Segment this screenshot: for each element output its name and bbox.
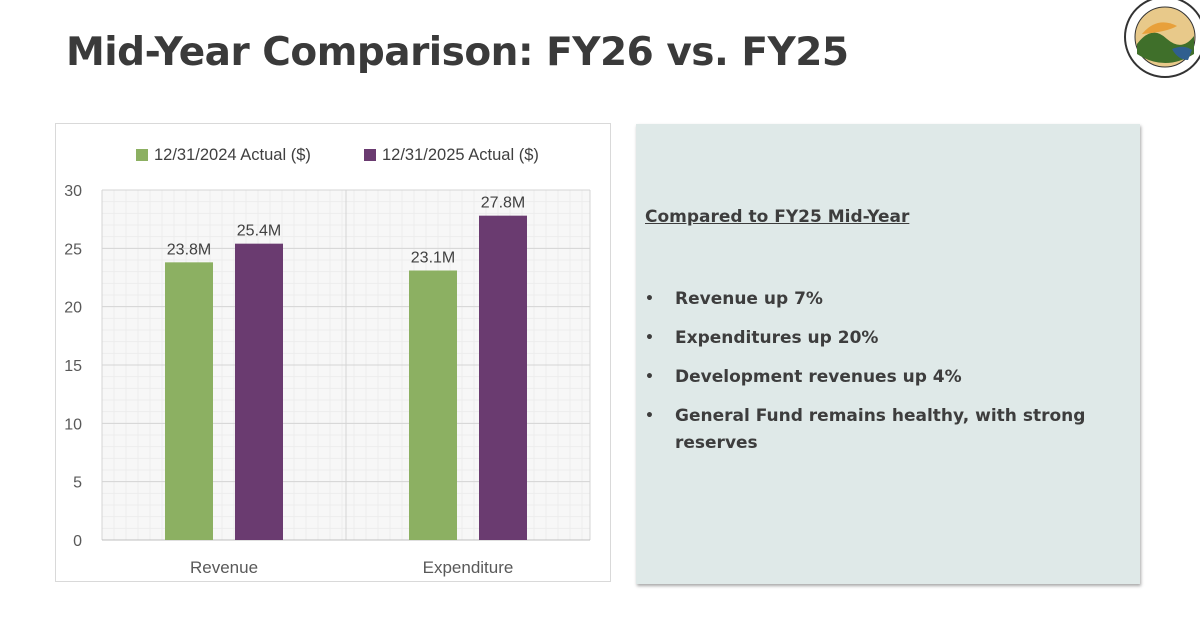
y-tick-label: 10 — [64, 416, 82, 433]
y-tick-label: 0 — [73, 533, 82, 550]
bullet-expenditures: • Expenditures up 20% — [645, 325, 1115, 352]
legend-label: 12/31/2025 Actual ($) — [382, 146, 539, 164]
legend-swatch — [364, 149, 376, 161]
bullet-text: Expenditures up 20% — [675, 328, 879, 348]
slide-title: Mid-Year Comparison: FY26 vs. FY25 — [66, 30, 849, 75]
bar — [479, 215, 527, 540]
bullet-development: • Development revenues up 4% — [645, 364, 1115, 391]
bar — [235, 243, 283, 540]
bullet-text: Revenue up 7% — [675, 289, 823, 309]
y-tick-label: 20 — [64, 300, 82, 317]
x-tick-label: Expenditure — [423, 558, 514, 577]
bullet-dot-icon: • — [645, 369, 654, 385]
bullet-dot-icon: • — [645, 408, 654, 424]
summary-bullets: • Revenue up 7% • Expenditures up 20% • Dev… — [645, 286, 1115, 469]
bullet-revenue: • Revenue up 7% — [645, 286, 1115, 313]
city-seal-icon — [1124, 0, 1200, 78]
bullet-dot-icon: • — [645, 291, 654, 307]
bullet-text: Development revenues up 4% — [675, 367, 962, 387]
data-label: 23.1M — [411, 250, 455, 267]
bar — [165, 262, 213, 540]
y-tick-label: 5 — [73, 475, 82, 492]
legend-label: 12/31/2024 Actual ($) — [154, 146, 311, 164]
bar-chart-svg: 0 5 10 15 20 25 30 23.8M 25.4M Revenue 23.1M 27.8M E… — [64, 146, 591, 577]
bar-chart: 0 5 10 15 20 25 30 23.8M 25.4M Revenue 23.1M 27.8M E… — [55, 123, 611, 582]
bullet-general-fund: • General Fund remains healthy, with stro… — [645, 403, 1115, 457]
y-tick-label: 30 — [64, 183, 82, 200]
y-tick-label: 25 — [64, 241, 82, 258]
panel-heading: Compared to FY25 Mid-Year — [645, 207, 910, 227]
bullet-text: General Fund remains healthy, with stron… — [675, 406, 1086, 453]
x-tick-label: Revenue — [190, 558, 258, 577]
legend-swatch — [136, 149, 148, 161]
y-tick-label: 15 — [64, 358, 82, 375]
data-label: 25.4M — [237, 223, 281, 240]
data-label: 27.8M — [481, 195, 525, 212]
bullet-dot-icon: • — [645, 330, 654, 346]
data-label: 23.8M — [167, 241, 211, 258]
summary-panel: Compared to FY25 Mid-Year • Revenue up 7%… — [636, 124, 1140, 584]
bar — [409, 270, 457, 540]
